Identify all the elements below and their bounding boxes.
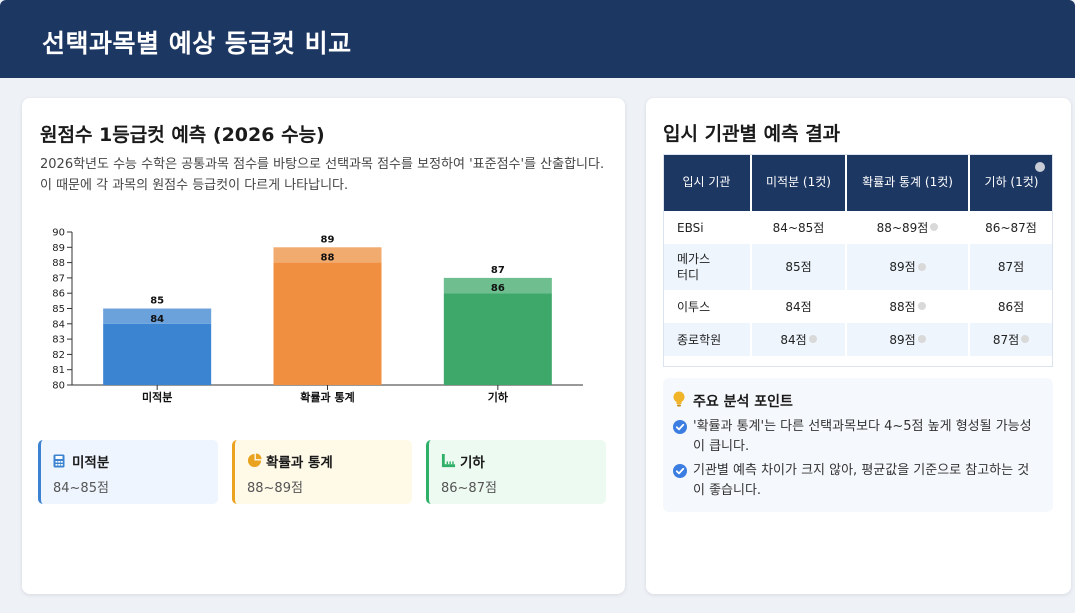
table-cell-value: 88점 — [889, 299, 916, 314]
insights-box: 주요 분석 포인트 '확률과 통계'는 다른 선택과목보다 4~5점 높게 형성… — [663, 378, 1053, 512]
info-icon[interactable] — [1021, 335, 1030, 343]
table-cell: 86~87점 — [969, 211, 1054, 244]
y-tick-label: 85 — [52, 304, 65, 315]
table-cell: 89점 — [846, 244, 970, 290]
table-cell: 86점 — [969, 290, 1054, 323]
table-header-cell: 미적분 (1컷) — [751, 154, 847, 211]
bar-upper — [443, 277, 552, 294]
table-row: EBSi 84~85점 88~89점 86~87점 — [663, 211, 1054, 244]
grade-cut-bar-chart: 80 81 82 83 84 85 86 87 88 89 90 미적분 85 84 확률과 통계 89 88 기… — [52, 228, 583, 404]
summary-card-value: 88~89점 — [247, 481, 303, 496]
table-cell: EBSi — [663, 211, 752, 244]
y-tick-label: 87 — [52, 273, 65, 284]
y-tick-label: 84 — [52, 319, 65, 330]
prediction-table: 입시 기관 미적분 (1컷) 확률과 통계 (1컷) 기하 (1컷) EBSi … — [663, 154, 1054, 356]
table-cell: 메가스터디 — [663, 244, 752, 290]
table-header-cell: 입시 기관 — [663, 154, 752, 211]
bar-upper-tint — [443, 277, 552, 294]
summary-card-title: 미적분 — [72, 455, 110, 471]
x-tick-label: 미적분 — [142, 390, 172, 404]
summary-card-title: 확률과 통계 — [266, 455, 333, 471]
insight-text: 기관별 예측 차이가 크지 않아, 평균값을 기준으로 참고하는 것이 좋습니다… — [693, 463, 1030, 498]
table-cell-value: 89점 — [889, 332, 916, 347]
summary-card-geometry: 기하 86~87점 — [426, 440, 606, 504]
x-tick-label: 기하 — [488, 390, 509, 404]
table-cell: 84점 — [751, 323, 847, 356]
table-cell: 이투스 — [663, 290, 752, 323]
y-tick-label: 80 — [52, 381, 65, 392]
table-cell: 88~89점 — [846, 211, 970, 244]
bar-lower — [443, 293, 552, 385]
table-header-cell: 확률과 통계 (1컷) — [846, 154, 970, 211]
calculator-icon — [53, 453, 65, 472]
y-tick-label: 81 — [52, 365, 65, 376]
y-tick-label: 88 — [52, 258, 65, 269]
panel-description: 2026학년도 수능 수학은 공통과목 점수를 바탕으로 선택과목 점수를 보정… — [40, 157, 605, 193]
y-tick-label: 89 — [52, 243, 65, 254]
summary-card-value: 84~85점 — [53, 481, 109, 496]
info-icon[interactable] — [930, 223, 939, 231]
data-label-upper: 85 — [150, 296, 164, 307]
table-cell: 종로학원 — [663, 323, 752, 356]
summary-card-title: 기하 — [460, 455, 485, 471]
page-title: 선택과목별 예상 등급컷 비교 — [42, 29, 352, 58]
bar-upper — [103, 308, 212, 324]
bar-lower — [273, 262, 382, 385]
ruler-icon — [441, 453, 456, 472]
data-label-upper: 89 — [321, 234, 335, 245]
table-cell-value: 87점 — [992, 332, 1020, 347]
panel-title: 원점수 1등급컷 예측 (2026 수능) — [40, 124, 325, 146]
insights-title: 주요 분석 포인트 — [693, 394, 793, 410]
table-row: 메가스터디 85점 89점 87점 — [663, 244, 1054, 290]
info-icon[interactable] — [917, 302, 926, 310]
table-cell: 88점 — [846, 290, 970, 323]
institution-panel: 입시 기관별 예측 결과 입시 기관 미적분 (1컷) 확률과 통계 (1컷) … — [646, 98, 1071, 594]
table-cell: 85점 — [751, 244, 847, 290]
lightbulb-icon — [673, 391, 685, 411]
table-row: 종로학원 84점 89점 87점 — [663, 323, 1054, 356]
x-tick-label: 확률과 통계 — [300, 390, 354, 404]
table-cell: 84점 — [751, 290, 847, 323]
check-circle-icon — [673, 419, 687, 438]
table-cell: 87점 — [969, 323, 1054, 356]
table-header-label: 기하 (1컷) — [984, 175, 1039, 189]
data-label-lower: 86 — [491, 283, 505, 294]
bar-upper-tint — [273, 247, 382, 263]
info-icon[interactable] — [917, 262, 926, 271]
panel-title: 입시 기관별 예측 결과 — [663, 123, 841, 145]
y-tick-label: 90 — [52, 228, 65, 239]
pie-chart-icon — [247, 453, 262, 472]
data-label-lower: 88 — [321, 253, 335, 264]
table-cell-value: 84점 — [780, 332, 807, 347]
bar-upper-tint — [103, 308, 212, 324]
grade-cut-panel: 원점수 1등급컷 예측 (2026 수능) 2026학년도 수능 수학은 공통과… — [22, 98, 625, 594]
table-header-cell: 기하 (1컷) — [969, 154, 1053, 211]
table-cell: 89점 — [846, 323, 970, 356]
info-icon[interactable] — [1035, 162, 1045, 172]
table-cell: 84~85점 — [751, 211, 847, 244]
check-circle-icon — [673, 463, 687, 482]
table-cell-value: 88~89점 — [876, 220, 929, 235]
info-icon[interactable] — [917, 335, 926, 343]
table-cell-value: 89점 — [889, 260, 916, 274]
insight-text: '확률과 통계'는 다른 선택과목보다 4~5점 높게 형성될 가능성이 큽니다… — [693, 419, 1032, 454]
y-tick-label: 83 — [52, 335, 65, 346]
summary-card-value: 86~87점 — [441, 481, 497, 496]
table-cell: 87점 — [969, 244, 1054, 290]
page-header: 선택과목별 예상 등급컷 비교 — [0, 0, 1075, 78]
summary-card-calculus: 미적분 84~85점 — [38, 440, 218, 504]
y-tick-label: 86 — [52, 289, 65, 300]
info-icon[interactable] — [808, 335, 817, 343]
data-label-lower: 84 — [150, 314, 164, 325]
y-tick-label: 82 — [52, 350, 65, 361]
bar-upper — [273, 247, 382, 263]
summary-card-probability: 확률과 통계 88~89점 — [232, 440, 412, 504]
table-row: 이투스 84점 88점 86점 — [663, 290, 1054, 323]
table-header-row: 입시 기관 미적분 (1컷) 확률과 통계 (1컷) 기하 (1컷) — [663, 154, 1053, 211]
data-label-upper: 87 — [491, 265, 505, 276]
bar-lower — [103, 323, 212, 385]
